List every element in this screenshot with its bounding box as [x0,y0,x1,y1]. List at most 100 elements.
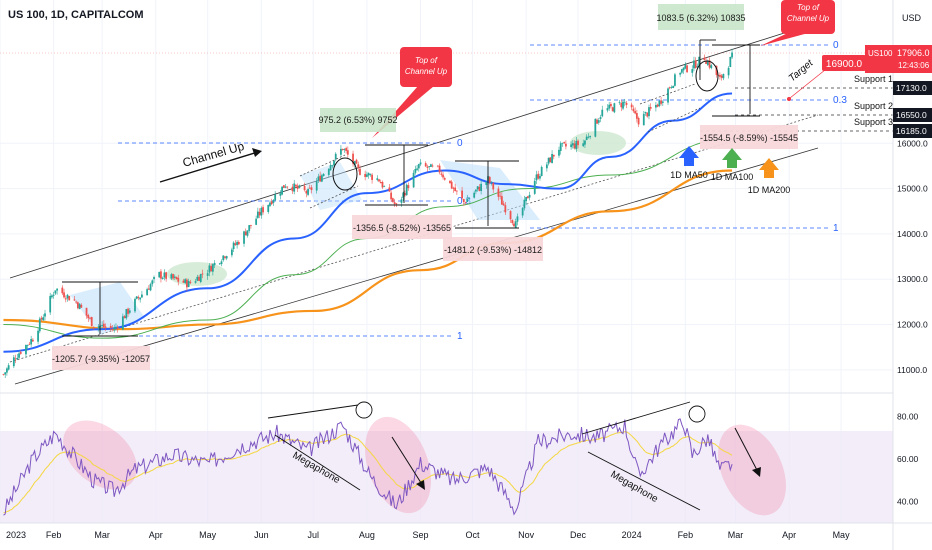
time-label-1: Feb [46,530,62,540]
rsi-drop-arrow-2 [734,427,759,473]
pullback-zone-1 [70,282,145,335]
candle-body [509,211,512,220]
candle-body [528,194,531,198]
time-label-12: 2024 [622,530,642,540]
megaphone-2 [581,401,701,511]
drop-3-box [443,237,543,261]
candle-body [26,344,29,346]
candle-body [42,317,45,321]
candle-body [584,140,586,145]
measure-1-box [320,108,396,132]
drop-4-text: -1554.5 (-8.59%) -15545 [700,133,798,143]
fib-1-label-2: 1 [833,223,839,234]
candle-body [400,199,403,203]
candle-body [464,202,467,204]
candle-body [388,187,391,192]
candle-body [635,113,638,119]
candle-body [38,318,41,332]
candle-body [545,164,548,169]
candle-body [256,211,259,218]
candle-body [182,280,185,283]
candle-body [213,262,216,266]
candle-body [97,326,100,328]
candle-body [623,101,626,103]
candle-body [208,265,211,273]
candle-body [452,187,455,189]
callout-top-2-text: Top of [797,3,820,12]
candle-body [476,186,479,190]
candle-body [608,104,611,109]
candle-body [514,221,517,228]
candle-body [30,339,33,345]
candle-body [31,339,34,342]
candle-body [286,186,289,188]
drop-4-box [700,125,798,149]
candle-body [395,203,398,205]
candle-body [232,242,235,250]
candle-body [210,265,213,272]
time-label-4: May [199,530,217,540]
candle-body [417,164,420,169]
candle-body [308,187,311,189]
candle-body [128,310,131,313]
drop-1-box [52,346,150,370]
candle-body [75,301,78,303]
candle-body [365,174,368,177]
support-3-box [893,124,932,138]
candle-body [54,290,57,294]
candle-body [708,60,711,68]
candle-body [442,174,444,178]
candle-body [199,274,202,282]
candle-body [224,256,226,258]
bracket-3 [455,160,519,229]
candle-body [691,69,694,73]
support-3-value: 16185.0 [896,126,927,136]
candle-body [618,102,621,103]
candle-body [378,179,380,182]
price-tick-0: 16000.0 [897,138,928,148]
candle-body [4,372,7,375]
candle-body [196,276,199,281]
time-label-5: Jun [254,530,269,540]
candle-body [488,176,491,183]
target-dot [787,97,791,101]
rsi-circle-1 [355,401,373,419]
candle-body [565,143,567,147]
candle-body [478,186,481,191]
candle-body [66,294,69,299]
candle-body [407,185,410,189]
candle-body [137,297,140,299]
candle-body [187,280,190,287]
price-tick-5: 11000.0 [897,365,927,375]
target-price-box [822,55,866,71]
candle-body [102,323,105,328]
candle-body [369,174,372,176]
candle-body [622,101,624,109]
currency-label: USD [902,13,922,23]
candle-body [597,120,600,123]
candle-body [237,241,240,245]
candle-body [539,175,541,179]
candle-body [694,60,697,68]
circle-mark-2 [695,60,719,92]
candle-body [218,263,221,265]
support-2-label: Support 2 [854,101,893,111]
candle-body [668,87,671,89]
candle-body [19,352,22,354]
candle-body [710,65,713,69]
candle-body [121,316,124,330]
rsi-tick-1: 60.00 [897,454,919,464]
candle-body [577,140,579,146]
support-3-label: Support 3 [854,117,893,127]
candle-body [473,192,476,198]
candle-body [113,327,116,330]
candle-body [295,184,297,187]
candle-body [674,74,676,86]
candle-body [317,176,320,181]
candle-body [298,185,301,188]
candle-body [379,182,382,184]
candle-body [173,276,176,278]
measure-2-text: 1083.5 (6.32%) 10835 [656,13,745,23]
candle-body [296,185,299,189]
drop-1-text: -1205.7 (-9.35%) -12057 [52,354,150,364]
